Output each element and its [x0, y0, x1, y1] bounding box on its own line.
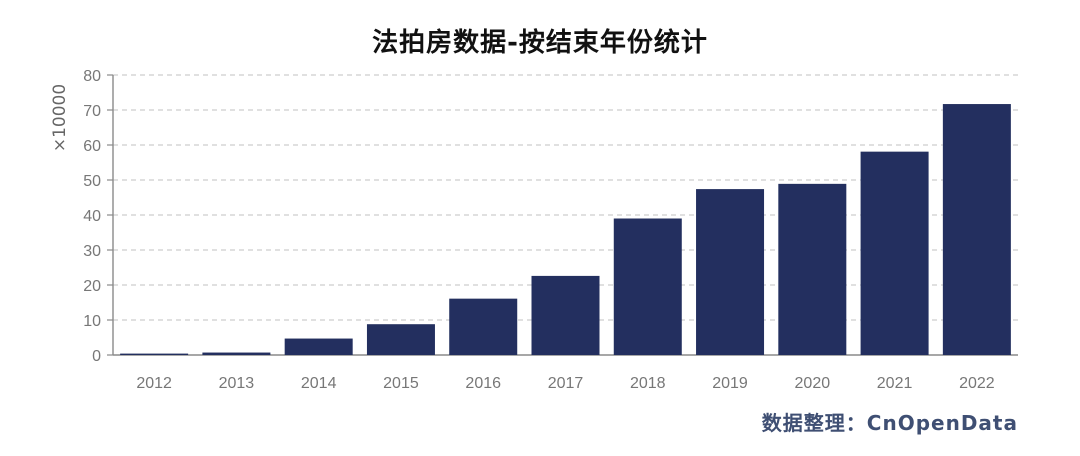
bar-2022	[942, 104, 1011, 355]
x-tick-label: 2016	[465, 375, 501, 392]
x-tick-label: 2022	[959, 375, 995, 392]
data-source-note: 数据整理：CnOpenData	[761, 411, 1018, 435]
y-tick-label: 0	[92, 348, 101, 365]
bar-2014	[284, 338, 353, 355]
x-tick-label: 2014	[301, 375, 337, 392]
x-tick-label: 2015	[383, 375, 419, 392]
bar-2019	[696, 189, 765, 355]
y-tick-label: 30	[83, 243, 101, 260]
y-tick-label: 70	[83, 103, 101, 120]
bar-2018	[613, 218, 682, 355]
x-tick-label: 2017	[548, 375, 584, 392]
y-tick-label: 20	[83, 278, 101, 295]
bar-2021	[860, 151, 929, 355]
y-tick-label: 60	[83, 138, 101, 155]
x-tick-label: 2019	[712, 375, 748, 392]
bar-2015	[366, 324, 435, 355]
y-tick-label: 50	[83, 173, 101, 190]
bar-2012	[120, 353, 189, 355]
bar-2017	[531, 275, 600, 355]
chart-title: 法拍房数据-按结束年份统计	[372, 28, 708, 58]
bar-2020	[778, 183, 847, 355]
x-tick-label: 2021	[877, 375, 913, 392]
x-tick-label: 2013	[219, 375, 255, 392]
x-tick-label: 2012	[136, 375, 172, 392]
bar-2016	[449, 298, 518, 355]
bar-2013	[202, 352, 271, 355]
y-tick-label: 40	[83, 208, 101, 225]
y-tick-label: 80	[83, 68, 101, 85]
x-tick-label: 2020	[795, 375, 831, 392]
x-tick-label: 2018	[630, 375, 666, 392]
y-tick-label: 10	[83, 313, 101, 330]
